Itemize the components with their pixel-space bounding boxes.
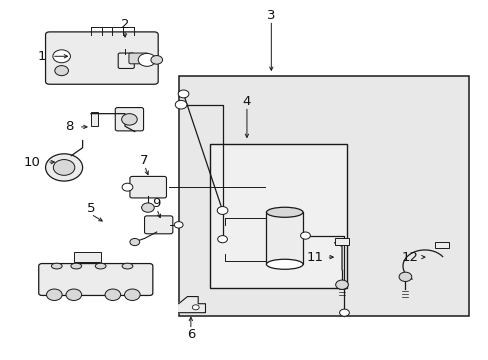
Text: 1: 1 (38, 50, 46, 63)
Text: 12: 12 (401, 251, 418, 264)
Text: 10: 10 (24, 156, 41, 168)
Circle shape (217, 235, 227, 243)
Circle shape (122, 114, 137, 125)
Circle shape (138, 53, 156, 66)
Circle shape (124, 289, 140, 301)
Circle shape (335, 280, 347, 289)
Ellipse shape (71, 263, 81, 269)
Ellipse shape (266, 259, 303, 269)
Bar (91, 112, 98, 126)
Circle shape (46, 289, 62, 301)
Ellipse shape (51, 263, 62, 269)
FancyBboxPatch shape (45, 32, 158, 84)
Text: 8: 8 (64, 121, 73, 134)
Text: 3: 3 (266, 9, 275, 22)
Circle shape (122, 183, 133, 191)
Circle shape (55, 66, 68, 76)
Circle shape (105, 289, 121, 301)
Bar (434, 242, 448, 248)
Bar (266, 212, 303, 264)
Circle shape (192, 305, 199, 310)
Ellipse shape (122, 263, 133, 269)
Circle shape (217, 207, 227, 215)
Text: 5: 5 (86, 202, 95, 215)
Circle shape (45, 154, 82, 181)
Circle shape (130, 238, 140, 246)
Text: 7: 7 (140, 154, 148, 167)
FancyBboxPatch shape (130, 176, 166, 198)
Circle shape (66, 289, 81, 301)
Circle shape (339, 309, 348, 316)
Circle shape (151, 55, 162, 64)
Text: 4: 4 (242, 95, 251, 108)
Ellipse shape (266, 207, 303, 217)
Circle shape (53, 50, 70, 63)
FancyBboxPatch shape (39, 264, 153, 296)
Circle shape (178, 90, 188, 98)
Circle shape (174, 222, 183, 228)
FancyBboxPatch shape (144, 216, 172, 234)
Text: 11: 11 (306, 251, 323, 264)
Bar (74, 252, 101, 262)
Text: 9: 9 (152, 197, 161, 210)
Bar (178, 76, 468, 316)
Text: 6: 6 (186, 328, 195, 341)
FancyBboxPatch shape (115, 108, 143, 131)
Bar (334, 238, 348, 244)
FancyBboxPatch shape (118, 53, 134, 68)
Polygon shape (178, 297, 205, 313)
Circle shape (300, 232, 310, 239)
Circle shape (175, 100, 186, 109)
Circle shape (398, 272, 411, 282)
Circle shape (53, 159, 75, 175)
FancyBboxPatch shape (129, 53, 148, 64)
Text: 2: 2 (121, 18, 129, 31)
Circle shape (142, 203, 154, 212)
Bar (210, 144, 346, 288)
Ellipse shape (95, 263, 106, 269)
